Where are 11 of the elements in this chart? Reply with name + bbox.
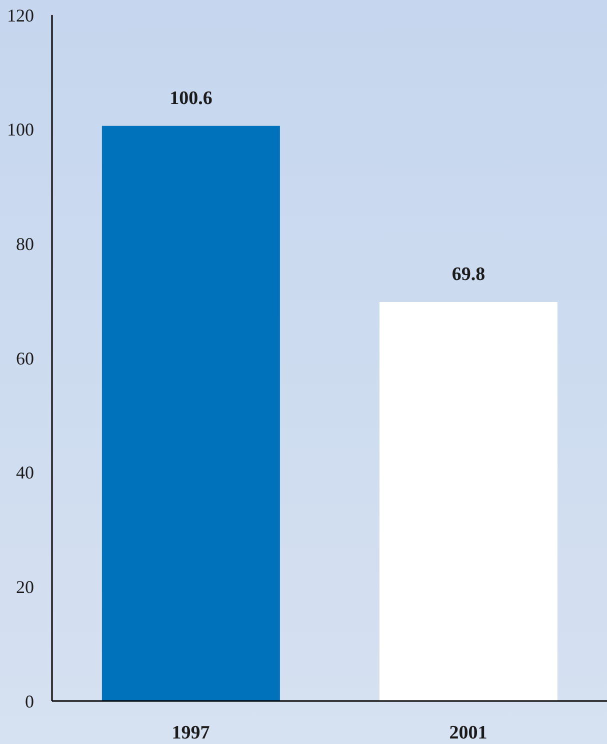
data-label: 69.8: [452, 264, 486, 285]
y-tick-label: 100: [7, 120, 34, 140]
data-label: 100.6: [170, 88, 212, 109]
y-tick-label: 120: [7, 5, 34, 26]
y-tick-label: 60: [16, 348, 34, 368]
y-tick-label: 20: [16, 577, 34, 598]
x-tick-label: 1997: [172, 722, 210, 744]
y-tick-label: 40: [16, 462, 34, 483]
y-tick-label: 80: [16, 234, 34, 254]
x-tick-label: 2001: [449, 722, 488, 744]
y-tick-label: 0: [25, 691, 34, 712]
